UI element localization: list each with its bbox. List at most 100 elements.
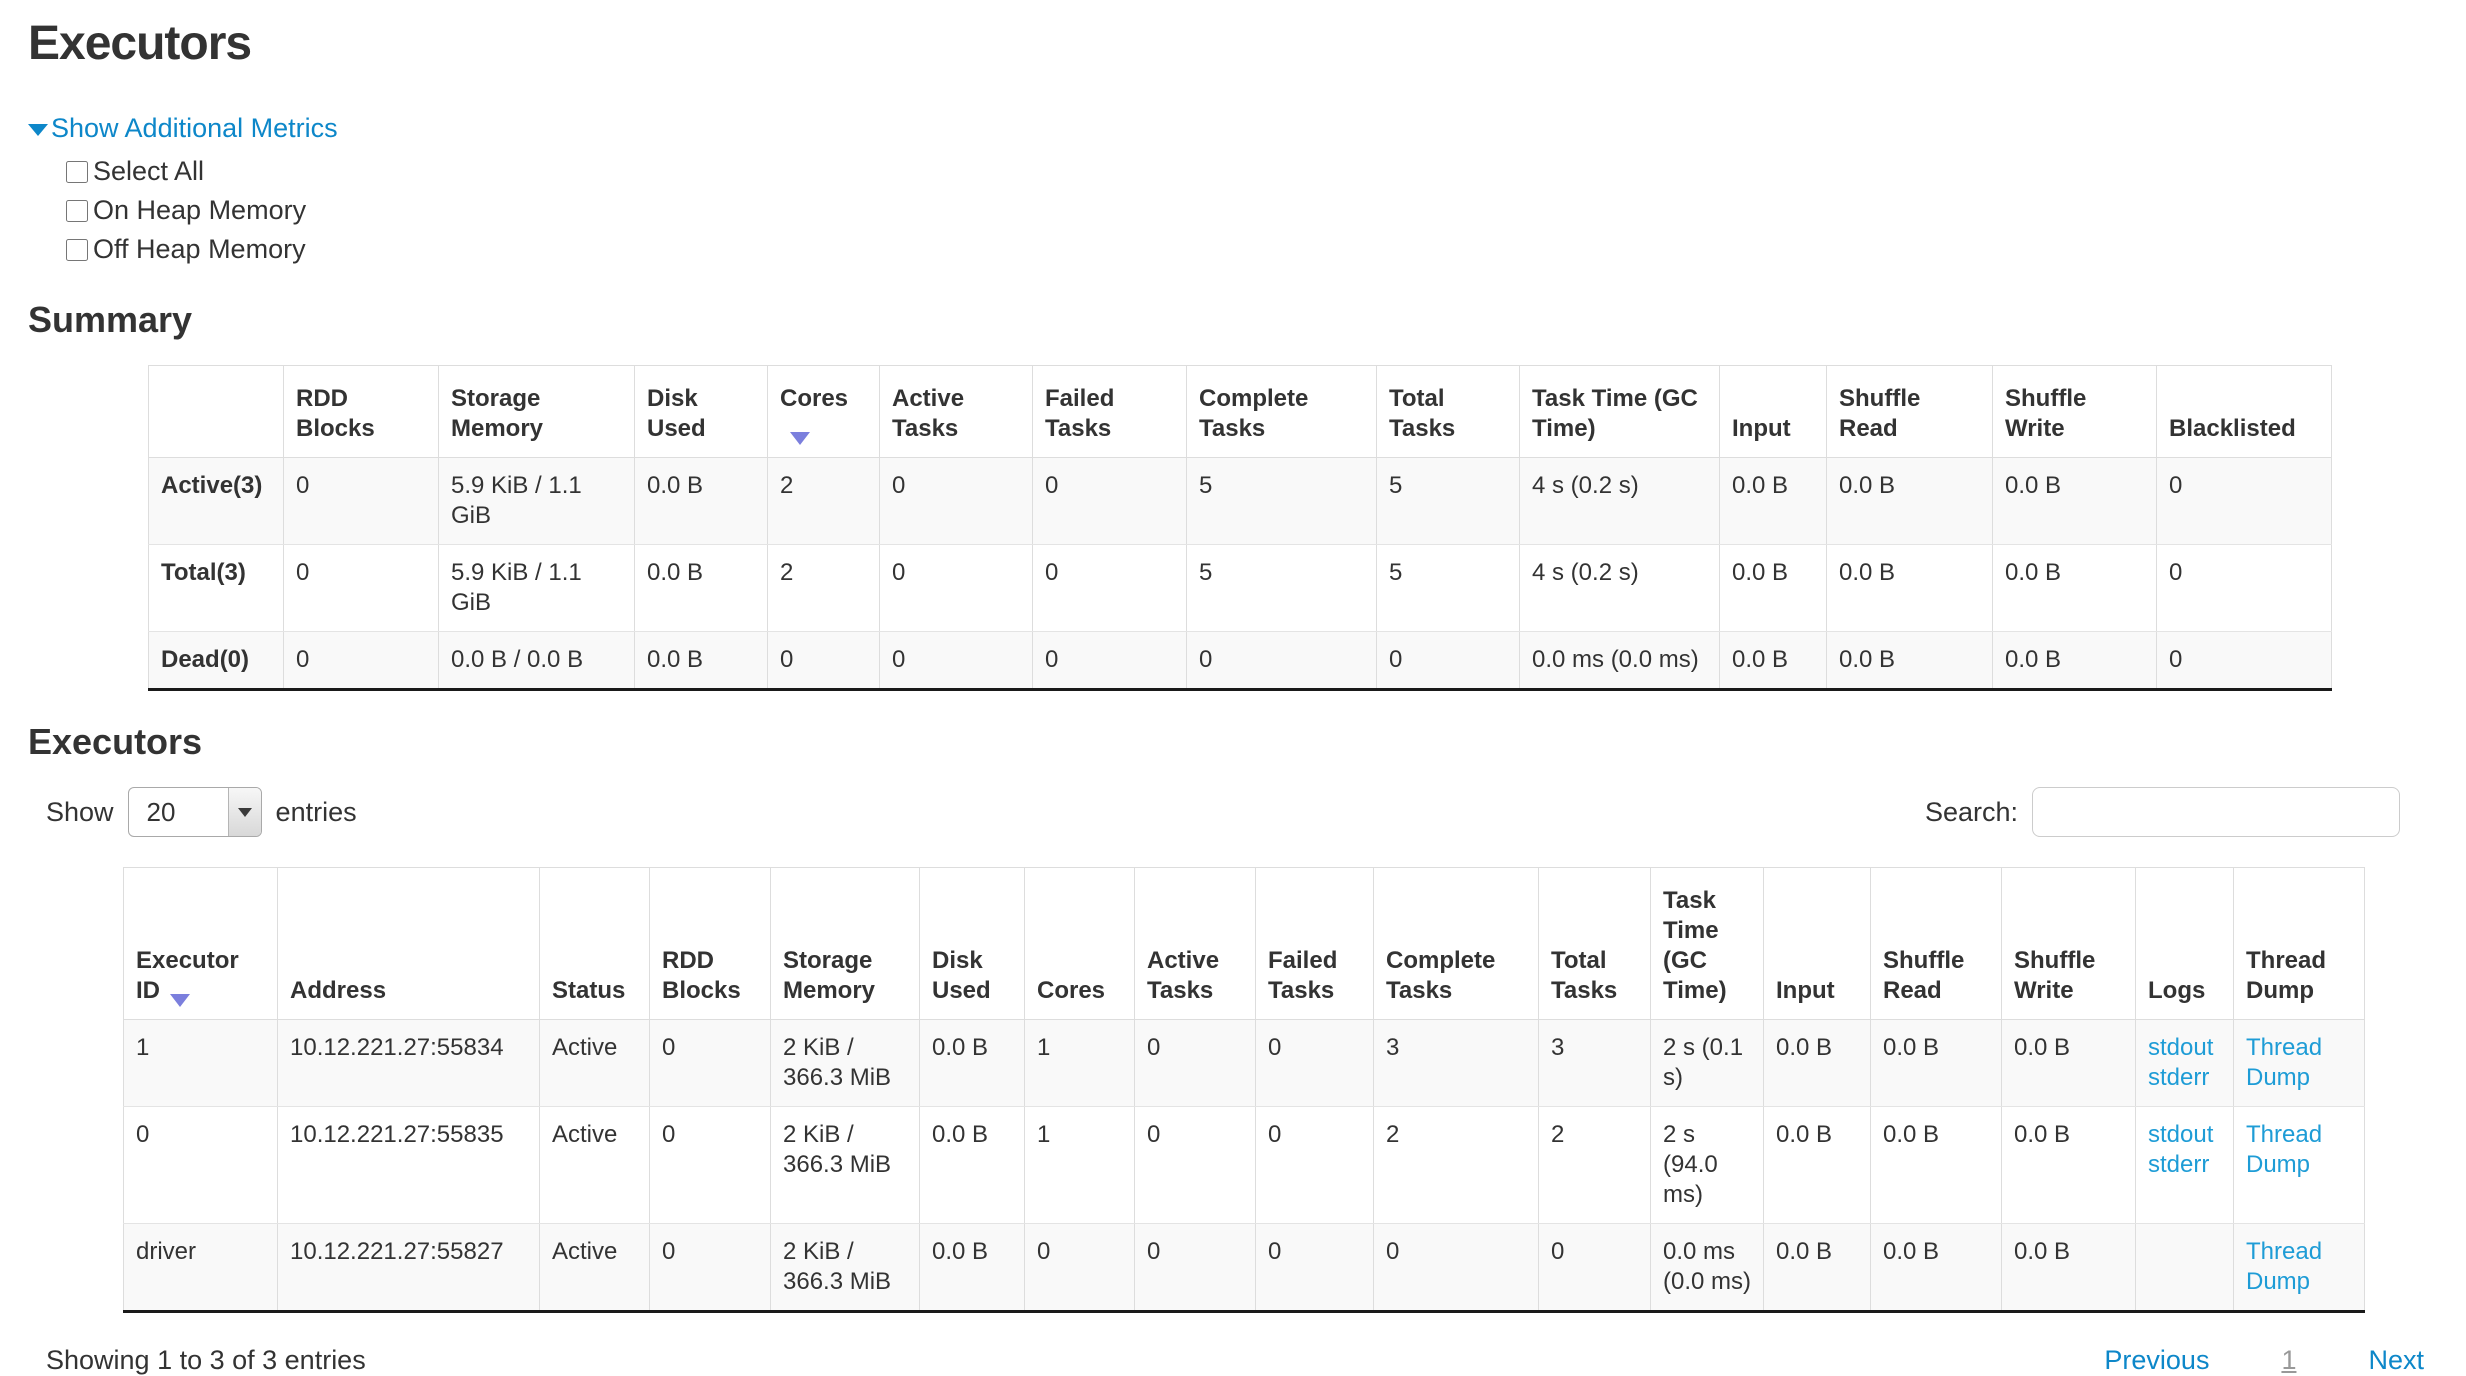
- summary-table: RDD Blocks Storage Memory Disk Used Core…: [148, 365, 2332, 691]
- col-header-rdd-blocks[interactable]: RDD Blocks: [283, 365, 439, 458]
- stdout-link[interactable]: stdout: [2148, 1034, 2214, 1061]
- cell: 10.12.221.27:55834: [277, 1019, 540, 1107]
- executor-id-header-label: Executor ID: [136, 947, 239, 1004]
- col-header-cores[interactable]: Cores: [767, 365, 880, 458]
- cell: 4 s (0.2 s): [1519, 544, 1720, 632]
- col-header-blacklisted[interactable]: Blacklisted: [2156, 365, 2332, 458]
- cell: 0.0 B: [1719, 544, 1827, 632]
- col-header-cores[interactable]: Cores: [1024, 867, 1135, 1020]
- table-row-total: Total(3) 0 5.9 KiB / 1.1 GiB 0.0 B 2 0 0…: [148, 544, 2332, 632]
- caret-down-icon: [28, 123, 48, 136]
- cell: 0: [1373, 1223, 1539, 1313]
- thread-dump-link[interactable]: Thread Dump: [2246, 1121, 2323, 1178]
- col-header-shuffle-write[interactable]: Shuffle Write: [2001, 867, 2136, 1020]
- sort-desc-icon: [790, 432, 810, 445]
- thread-dump-link[interactable]: Thread Dump: [2246, 1034, 2323, 1091]
- cell: 0.0 ms (0.0 ms): [1519, 631, 1720, 691]
- metric-option-on-heap[interactable]: On Heap Memory: [66, 191, 2466, 230]
- col-header-complete-tasks[interactable]: Complete Tasks: [1373, 867, 1539, 1020]
- cell: Active: [539, 1019, 650, 1107]
- col-header-logs[interactable]: Logs: [2135, 867, 2234, 1020]
- show-additional-metrics-label: Show Additional Metrics: [51, 113, 338, 143]
- cell: 5: [1186, 457, 1377, 545]
- cell: 0: [1255, 1019, 1374, 1107]
- logs-cell: [2135, 1223, 2234, 1313]
- cell: 0.0 B: [1826, 457, 1993, 545]
- col-header-disk-used[interactable]: Disk Used: [634, 365, 768, 458]
- cell: 0: [2156, 631, 2332, 691]
- cell: 0: [1134, 1223, 1256, 1313]
- metrics-checkbox-list: Select All On Heap Memory Off Heap Memor…: [66, 152, 2466, 269]
- page-size-select[interactable]: 20: [127, 787, 262, 837]
- cell: Active: [539, 1223, 650, 1313]
- thread-dump-link[interactable]: Thread Dump: [2246, 1238, 2323, 1295]
- dropdown-button[interactable]: [227, 788, 261, 836]
- col-header-total-tasks[interactable]: Total Tasks: [1376, 365, 1520, 458]
- col-header-storage-memory[interactable]: Storage Memory: [770, 867, 920, 1020]
- next-button[interactable]: Next: [2368, 1345, 2424, 1375]
- page-title: Executors: [28, 17, 252, 70]
- select-all-label: Select All: [93, 156, 205, 186]
- cell: 0.0 B: [1826, 631, 1993, 691]
- col-header-input[interactable]: Input: [1719, 365, 1827, 458]
- page-number-1[interactable]: 1: [2281, 1345, 2297, 1375]
- off-heap-memory-checkbox[interactable]: [66, 238, 88, 261]
- logs-cell: stdout stderr: [2135, 1019, 2234, 1107]
- metric-option-off-heap[interactable]: Off Heap Memory: [66, 230, 2466, 269]
- cell: 1: [1024, 1106, 1135, 1224]
- cell: 4 s (0.2 s): [1519, 457, 1720, 545]
- col-header-total-tasks[interactable]: Total Tasks: [1538, 867, 1651, 1020]
- select-all-checkbox[interactable]: [66, 160, 88, 183]
- cell: 0.0 B: [1992, 544, 2157, 632]
- cell: 0: [1255, 1223, 1374, 1313]
- off-heap-memory-label: Off Heap Memory: [93, 234, 306, 264]
- thread-dump-cell: Thread Dump: [2233, 1019, 2365, 1107]
- cell: 0: [767, 631, 880, 691]
- cell: 2 s (0.1 s): [1650, 1019, 1764, 1107]
- show-additional-metrics-toggle[interactable]: Show Additional Metrics: [28, 113, 338, 144]
- cell: 5: [1376, 544, 1520, 632]
- cell: 0.0 B: [1992, 457, 2157, 545]
- on-heap-memory-checkbox[interactable]: [66, 199, 88, 222]
- cell: 0: [283, 631, 439, 691]
- col-header-shuffle-read[interactable]: Shuffle Read: [1870, 867, 2002, 1020]
- logs-cell: stdout stderr: [2135, 1106, 2234, 1224]
- col-header-storage-memory[interactable]: Storage Memory: [438, 365, 635, 458]
- col-header-shuffle-write[interactable]: Shuffle Write: [1992, 365, 2157, 458]
- metric-option-select-all[interactable]: Select All: [66, 152, 2466, 191]
- table-row-executor-0: 0 10.12.221.27:55835 Active 0 2 KiB / 36…: [123, 1106, 2365, 1224]
- stdout-link[interactable]: stdout: [2148, 1121, 2214, 1148]
- cell: 0.0 B: [1763, 1223, 1871, 1313]
- cell: 0: [283, 457, 439, 545]
- cell: 2: [1373, 1106, 1539, 1224]
- table-footer: Showing 1 to 3 of 3 entries Previous 1 N…: [46, 1345, 2424, 1376]
- search-input[interactable]: [2032, 787, 2400, 837]
- stderr-link[interactable]: stderr: [2148, 1064, 2210, 1091]
- col-header-input[interactable]: Input: [1763, 867, 1871, 1020]
- col-header-status[interactable]: Status: [539, 867, 650, 1020]
- previous-button[interactable]: Previous: [2104, 1345, 2210, 1375]
- cell: 0.0 B: [1763, 1106, 1871, 1224]
- stderr-link[interactable]: stderr: [2148, 1151, 2210, 1178]
- col-header-rdd-blocks[interactable]: RDD Blocks: [649, 867, 771, 1020]
- cell: 10.12.221.27:55835: [277, 1106, 540, 1224]
- col-header-disk-used[interactable]: Disk Used: [919, 867, 1025, 1020]
- col-header-failed-tasks[interactable]: Failed Tasks: [1255, 867, 1374, 1020]
- col-header-task-time[interactable]: Task Time (GC Time): [1650, 867, 1764, 1020]
- pagination: Previous 1 Next: [2104, 1345, 2424, 1376]
- col-header-active-tasks[interactable]: Active Tasks: [1134, 867, 1256, 1020]
- col-header-active-tasks[interactable]: Active Tasks: [879, 365, 1033, 458]
- cell: 3: [1373, 1019, 1539, 1107]
- cell: 0.0 B: [634, 457, 768, 545]
- col-header-task-time[interactable]: Task Time (GC Time): [1519, 365, 1720, 458]
- col-header-thread-dump[interactable]: Thread Dump: [2233, 867, 2365, 1020]
- col-header-complete-tasks[interactable]: Complete Tasks: [1186, 365, 1377, 458]
- summary-header-row: RDD Blocks Storage Memory Disk Used Core…: [148, 365, 2332, 458]
- show-label: Show: [46, 796, 114, 827]
- col-header-failed-tasks[interactable]: Failed Tasks: [1032, 365, 1187, 458]
- cell: 0: [1032, 544, 1187, 632]
- col-header-address[interactable]: Address: [277, 867, 540, 1020]
- col-header-shuffle-read[interactable]: Shuffle Read: [1826, 365, 1993, 458]
- cell: 0.0 B: [1719, 631, 1827, 691]
- col-header-executor-id[interactable]: Executor ID: [123, 867, 278, 1020]
